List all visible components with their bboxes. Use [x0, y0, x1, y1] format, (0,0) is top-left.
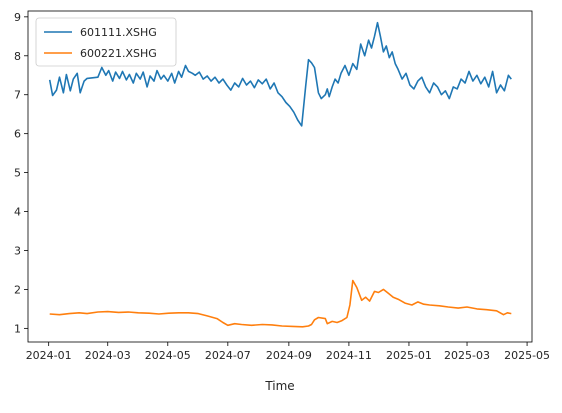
x-tick-label: 2024-11	[326, 349, 372, 362]
x-tick-label: 2025-01	[386, 349, 432, 362]
x-tick-label: 2025-05	[504, 349, 550, 362]
series-line-0	[48, 21, 512, 127]
x-tick-label: 2025-03	[444, 349, 490, 362]
y-tick-label: 9	[14, 11, 21, 24]
legend-label: 600221.XSHG	[80, 47, 157, 60]
x-axis-ticks: 2024-01 2024-03 2024-05 2024-07 2024-09 2024-…	[26, 342, 550, 362]
y-tick-label: 7	[14, 89, 21, 102]
series-lines	[48, 21, 512, 328]
y-axis-ticks: 1 2 3 4 5 6 7 8 9	[14, 11, 28, 335]
y-tick-label: 5	[14, 167, 21, 180]
plot-frame	[27, 10, 533, 343]
legend: 601111.XSHG 600221.XSHG	[35, 17, 177, 67]
y-tick-label: 8	[14, 50, 21, 63]
legend-box	[35, 17, 177, 67]
legend-label: 601111.XSHG	[80, 26, 157, 39]
y-tick-label: 6	[14, 128, 21, 141]
x-tick-label: 2024-05	[145, 349, 191, 362]
x-tick-label: 2024-01	[26, 349, 72, 362]
x-tick-label: 2024-09	[266, 349, 312, 362]
y-tick-label: 4	[14, 206, 21, 219]
x-tick-label: 2024-07	[205, 349, 251, 362]
x-axis-label: Time	[264, 379, 294, 393]
y-tick-label: 2	[14, 283, 21, 296]
series-line-1	[49, 279, 512, 328]
y-tick-label: 1	[14, 322, 21, 335]
y-tick-label: 3	[14, 244, 21, 257]
x-tick-label: 2024-03	[85, 349, 131, 362]
